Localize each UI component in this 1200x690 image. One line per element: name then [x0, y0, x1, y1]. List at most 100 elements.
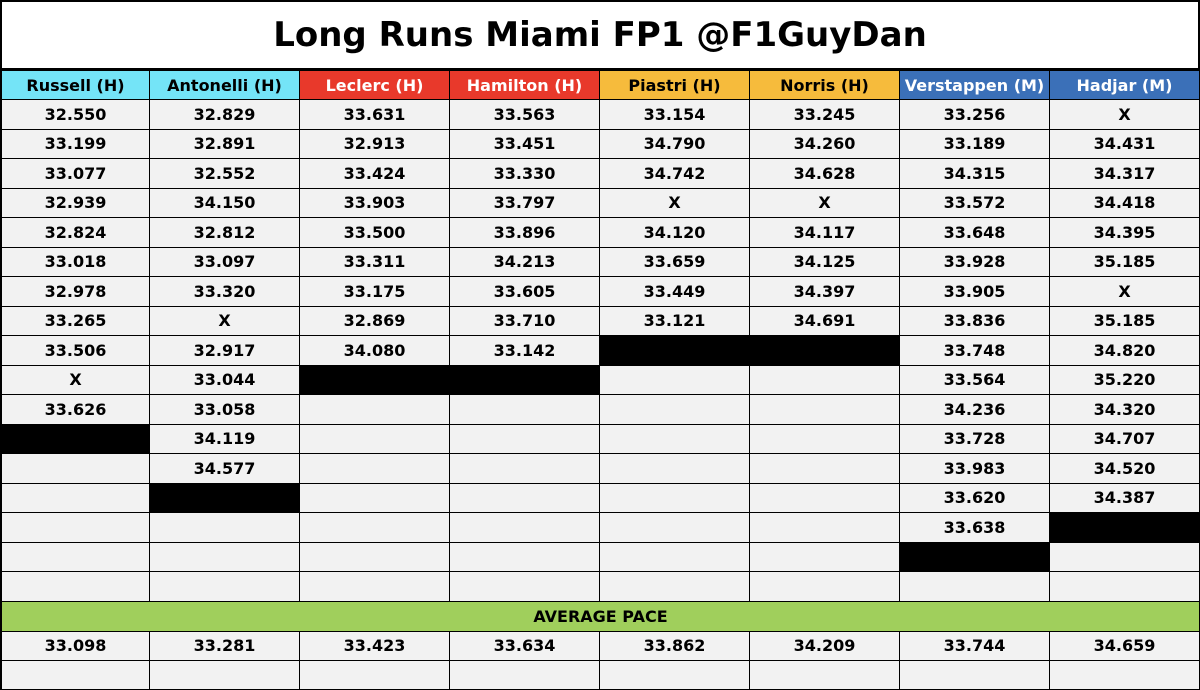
lap-time: 33.928 — [900, 247, 1050, 277]
column-header: Antonelli (H) — [150, 70, 300, 100]
column-header: Russell (H) — [0, 70, 150, 100]
lap-time: 32.891 — [150, 129, 300, 159]
lap-time: 34.790 — [600, 129, 750, 159]
column-header: Piastri (H) — [600, 70, 750, 100]
lap-time: 33.320 — [150, 277, 300, 307]
empty-cell — [450, 542, 600, 572]
average-value: 34.659 — [1050, 631, 1200, 661]
lap-time: 33.245 — [750, 100, 900, 130]
empty-cell — [750, 454, 900, 484]
average-value: 33.744 — [900, 631, 1050, 661]
title: Long Runs Miami FP1 @F1GuyDan — [0, 0, 1200, 70]
lap-time: 34.742 — [600, 159, 750, 189]
lap-time: 33.424 — [300, 159, 450, 189]
column-header: Hadjar (M) — [1050, 70, 1200, 100]
lap-time: X — [0, 365, 150, 395]
lap-time: 33.903 — [300, 188, 450, 218]
empty-cell — [750, 365, 900, 395]
empty-cell — [900, 572, 1050, 602]
lap-time: 33.189 — [900, 129, 1050, 159]
empty-cell — [450, 513, 600, 543]
lap-time: 34.119 — [150, 424, 300, 454]
lap-time: 34.691 — [750, 306, 900, 336]
lap-time: 33.564 — [900, 365, 1050, 395]
empty-cell — [0, 513, 150, 543]
lap-time: 35.185 — [1050, 247, 1200, 277]
empty-cell — [300, 542, 450, 572]
lap-time: 33.631 — [300, 100, 450, 130]
lap-time: 34.628 — [750, 159, 900, 189]
lap-time: 35.220 — [1050, 365, 1200, 395]
lap-time: 33.728 — [900, 424, 1050, 454]
empty-cell — [600, 542, 750, 572]
lap-time: 34.431 — [1050, 129, 1200, 159]
empty-cell — [600, 424, 750, 454]
stint-end — [450, 365, 600, 395]
empty-cell — [750, 395, 900, 425]
lap-time: 32.550 — [0, 100, 150, 130]
lap-time: 32.552 — [150, 159, 300, 189]
stint-end — [150, 483, 300, 513]
empty-cell — [450, 395, 600, 425]
empty-cell — [150, 572, 300, 602]
lap-time: 34.707 — [1050, 424, 1200, 454]
empty-cell — [0, 572, 150, 602]
lap-time: 34.418 — [1050, 188, 1200, 218]
lap-time: 32.939 — [0, 188, 150, 218]
empty-cell — [600, 572, 750, 602]
lap-time: 34.120 — [600, 218, 750, 248]
empty-cell — [150, 513, 300, 543]
empty-cell — [300, 424, 450, 454]
stint-end — [1050, 513, 1200, 543]
lap-time: 33.265 — [0, 306, 150, 336]
lap-time: 33.905 — [900, 277, 1050, 307]
stint-end — [0, 424, 150, 454]
lap-time: 34.577 — [150, 454, 300, 484]
lap-time: 34.213 — [450, 247, 600, 277]
lap-time: 33.626 — [0, 395, 150, 425]
empty-cell — [0, 454, 150, 484]
empty-cell — [0, 542, 150, 572]
empty-cell — [300, 483, 450, 513]
empty-cell — [300, 513, 450, 543]
empty-cell — [150, 542, 300, 572]
empty-cell — [450, 424, 600, 454]
empty-cell — [300, 395, 450, 425]
lap-time: 33.659 — [600, 247, 750, 277]
empty-cell — [600, 513, 750, 543]
lap-time: 33.896 — [450, 218, 600, 248]
empty-cell — [600, 395, 750, 425]
empty-cell — [750, 483, 900, 513]
lap-time: X — [600, 188, 750, 218]
empty-cell — [0, 661, 150, 690]
lap-time: 32.812 — [150, 218, 300, 248]
lap-time: 34.125 — [750, 247, 900, 277]
empty-cell — [450, 661, 600, 690]
lap-time: 34.320 — [1050, 395, 1200, 425]
lap-time: 32.978 — [0, 277, 150, 307]
average-value: 33.281 — [150, 631, 300, 661]
lap-time: 33.311 — [300, 247, 450, 277]
column-header: Verstappen (M) — [900, 70, 1050, 100]
empty-cell — [450, 454, 600, 484]
lap-time: 33.154 — [600, 100, 750, 130]
lap-time: 33.449 — [600, 277, 750, 307]
lap-time: 33.563 — [450, 100, 600, 130]
lap-time: 32.913 — [300, 129, 450, 159]
lap-time: 34.520 — [1050, 454, 1200, 484]
empty-cell — [750, 513, 900, 543]
lap-time: 32.869 — [300, 306, 450, 336]
empty-cell — [1050, 661, 1200, 690]
lap-time: 33.256 — [900, 100, 1050, 130]
average-value: 33.423 — [300, 631, 450, 661]
empty-cell — [150, 661, 300, 690]
lap-time: X — [1050, 100, 1200, 130]
empty-cell — [1050, 572, 1200, 602]
empty-cell — [600, 454, 750, 484]
lap-time: X — [750, 188, 900, 218]
empty-cell — [300, 454, 450, 484]
stint-end — [600, 336, 750, 366]
lap-time: 33.451 — [450, 129, 600, 159]
lap-time: 33.500 — [300, 218, 450, 248]
